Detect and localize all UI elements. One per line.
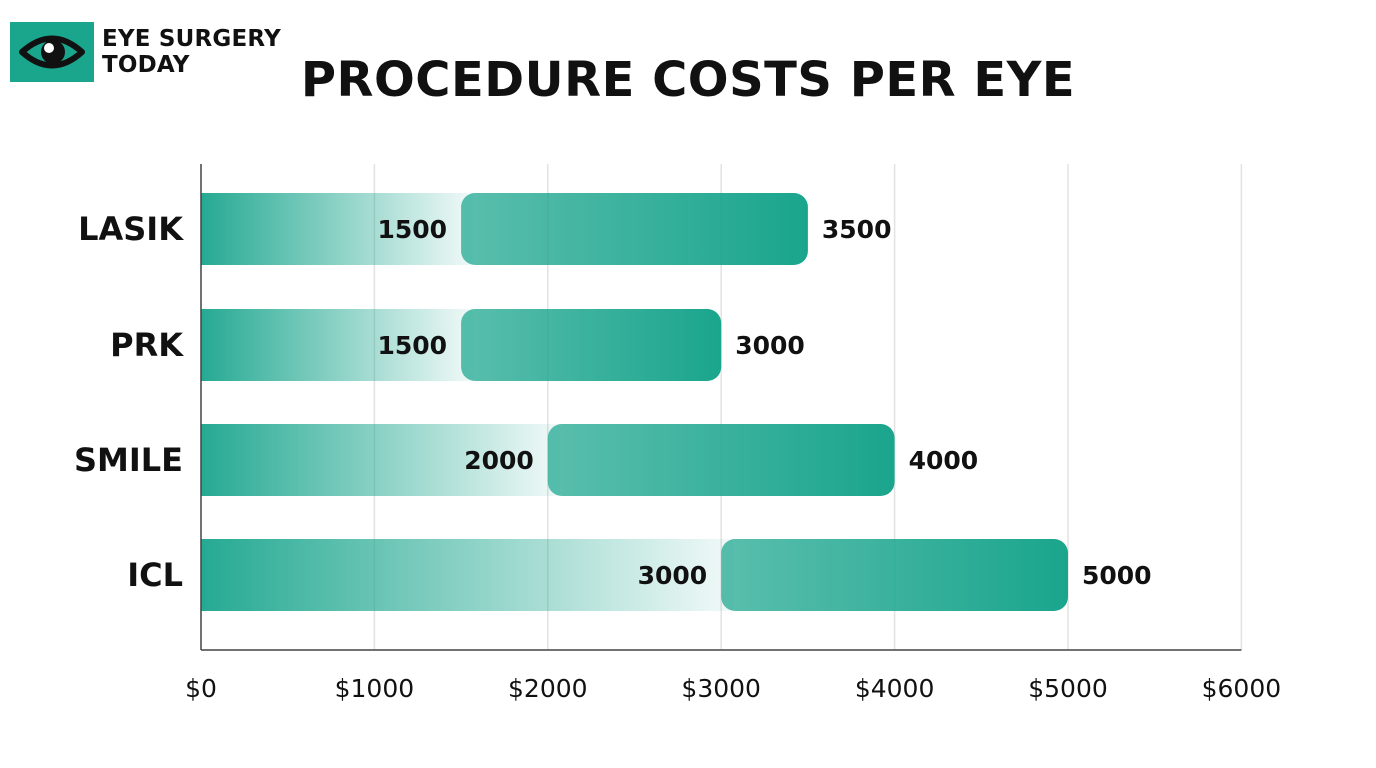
logo-badge [10,22,94,82]
brand-name: EYE SURGERY TODAY [102,26,281,78]
x-tick-label: $0 [185,674,217,703]
axis-layer [200,164,1242,651]
category-label: LASIK [78,210,184,248]
lead-in-bar [201,539,734,611]
range-bar [721,539,1068,611]
low-value-label: 2000 [464,446,534,475]
category-label: ICL [127,556,183,594]
x-tick-label: $6000 [1202,674,1282,703]
brand-logo: EYE SURGERY TODAY [10,22,281,82]
high-value-label: 3500 [822,215,892,244]
x-tick-label: $5000 [1028,674,1108,703]
range-bar [547,424,895,496]
brand-line-1: EYE SURGERY [102,26,281,52]
low-value-label: 3000 [638,561,708,590]
chart-title: PROCEDURE COSTS PER EYE [300,52,1076,108]
high-value-label: 5000 [1082,561,1152,590]
low-value-label: 1500 [378,331,448,360]
eye-icon [19,35,85,69]
x-tick-label: $3000 [681,674,761,703]
lead-in-bar [201,309,474,381]
range-bar [461,193,808,265]
high-value-label: 4000 [909,446,979,475]
label-layer: $0 $1000 $2000 $3000 $4000 $5000 $6000 LASIK 150… [74,210,1281,703]
x-tick-label: $2000 [508,674,588,703]
lead-in-bar [201,424,560,496]
low-value-label: 1500 [378,215,448,244]
high-value-label: 3000 [735,331,805,360]
category-label: SMILE [74,441,183,479]
range-bar [461,309,722,381]
category-label: PRK [110,326,184,364]
bar-layer [201,193,1068,611]
lead-in-bar [201,193,474,265]
brand-line-2: TODAY [102,52,190,78]
x-tick-label: $1000 [335,674,415,703]
x-tick-label: $4000 [855,674,935,703]
